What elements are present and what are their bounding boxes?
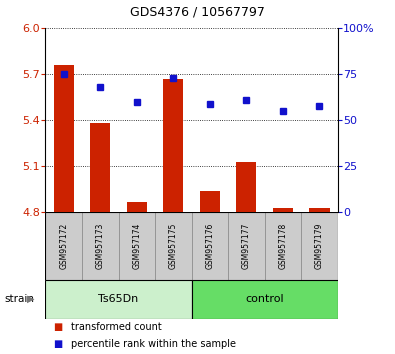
Text: GDS4376 / 10567797: GDS4376 / 10567797 (130, 5, 265, 18)
Text: ■: ■ (53, 339, 62, 349)
Bar (192, 280, 338, 319)
Text: ▶: ▶ (27, 294, 34, 304)
Bar (82, 212, 118, 280)
Bar (273, 208, 293, 212)
Text: GSM957178: GSM957178 (278, 223, 288, 269)
Bar (200, 191, 220, 212)
Text: ■: ■ (53, 322, 62, 332)
Bar (309, 208, 329, 212)
Text: control: control (245, 294, 284, 304)
Bar (192, 212, 228, 280)
Text: transformed count: transformed count (71, 322, 162, 332)
Bar (45, 212, 82, 280)
Bar (265, 212, 301, 280)
Bar (155, 212, 192, 280)
Bar (301, 212, 338, 280)
Bar (127, 202, 147, 212)
Text: GSM957174: GSM957174 (132, 223, 141, 269)
Text: GSM957177: GSM957177 (242, 223, 251, 269)
Text: GSM957179: GSM957179 (315, 223, 324, 269)
Bar (45, 280, 192, 319)
Text: percentile rank within the sample: percentile rank within the sample (71, 339, 236, 349)
Text: GSM957172: GSM957172 (59, 223, 68, 269)
Bar (163, 79, 183, 212)
Text: Ts65Dn: Ts65Dn (98, 294, 139, 304)
Bar (90, 124, 110, 212)
Text: GSM957173: GSM957173 (96, 223, 105, 269)
Bar (54, 65, 74, 212)
Bar (236, 162, 256, 212)
Text: GSM957176: GSM957176 (205, 223, 214, 269)
Text: GSM957175: GSM957175 (169, 223, 178, 269)
Text: strain: strain (4, 294, 34, 304)
Bar (228, 212, 265, 280)
Bar (118, 212, 155, 280)
